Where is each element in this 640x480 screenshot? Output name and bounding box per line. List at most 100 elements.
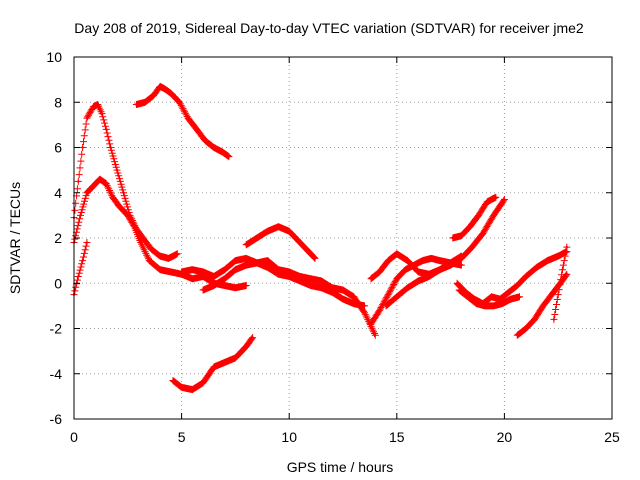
data-point: [135, 103, 138, 106]
data-point: [331, 291, 334, 294]
data-point: [117, 205, 121, 208]
series-arc-11: [382, 252, 465, 310]
data-point: [395, 295, 398, 299]
data-point: [470, 245, 474, 249]
data-point: [100, 112, 104, 115]
data-point: [460, 254, 463, 258]
data-point: [352, 302, 355, 305]
data-point: [406, 259, 409, 262]
data-point: [158, 85, 162, 88]
data-point: [223, 361, 226, 364]
data-point: [234, 268, 237, 271]
series-markers: [169, 334, 257, 394]
data-point: [438, 259, 442, 262]
x-tick-label: 25: [604, 429, 620, 445]
data-point: [234, 286, 237, 289]
y-tick-label: -6: [50, 411, 63, 427]
y-tick-label: -4: [50, 366, 63, 382]
data-point: [384, 304, 388, 308]
data-point: [524, 327, 528, 330]
data-point: [77, 275, 80, 278]
data-point: [561, 268, 564, 271]
data-point: [191, 388, 194, 391]
data-point: [201, 381, 205, 384]
data-point: [320, 286, 323, 289]
data-point: [378, 309, 381, 312]
data-point: [234, 259, 237, 262]
data-point: [313, 257, 317, 260]
y-tick-label: 2: [54, 230, 62, 246]
y-tick-label: 8: [54, 94, 62, 110]
data-point: [524, 275, 528, 278]
series-arc-12: [449, 193, 500, 242]
y-axis-label: SDTVAR / TECUs: [7, 182, 23, 294]
y-tick-label: 6: [54, 140, 62, 156]
data-point: [557, 254, 560, 258]
series-arc-4: [132, 82, 233, 161]
data-point: [501, 302, 504, 305]
data-point: [227, 155, 231, 158]
data-point: [466, 295, 470, 299]
data-point: [167, 257, 170, 260]
data-point: [139, 241, 142, 244]
data-point: [406, 286, 409, 289]
data-point: [404, 268, 407, 271]
data-point: [438, 268, 442, 271]
data-point: [158, 268, 162, 271]
data-point: [92, 184, 95, 188]
data-point: [386, 259, 390, 262]
data-point: [507, 291, 510, 294]
x-tick-label: 20: [497, 429, 513, 445]
series-arc-7: [178, 254, 379, 339]
data-point: [378, 270, 381, 274]
data-point: [148, 259, 151, 262]
data-point: [169, 92, 173, 95]
data-point: [481, 232, 485, 235]
data-point: [460, 263, 463, 267]
series-arc-1: [70, 101, 181, 262]
data-point: [195, 128, 198, 131]
series-markers: [70, 239, 91, 299]
y-tick-label: 4: [54, 185, 62, 201]
data-point: [204, 139, 207, 142]
series-arc-14: [455, 286, 523, 310]
data-point: [363, 311, 366, 314]
data-point: [458, 288, 461, 292]
series-markers: [242, 223, 319, 262]
series-arc-8: [199, 259, 368, 310]
data-point: [223, 268, 226, 271]
data-point: [150, 248, 153, 251]
data-point: [122, 191, 125, 194]
data-point: [201, 275, 205, 278]
data-point: [535, 266, 538, 269]
data-point: [518, 295, 521, 299]
data-point: [244, 263, 248, 267]
data-point: [427, 275, 431, 278]
data-point: [541, 304, 545, 308]
data-point: [244, 284, 248, 287]
series-markers: [178, 254, 379, 339]
y-tick-label: 10: [46, 49, 62, 65]
data-point: [178, 101, 181, 104]
data-point: [133, 225, 136, 228]
data-point: [557, 293, 560, 296]
data-point: [516, 334, 519, 337]
data-point: [369, 277, 373, 280]
data-point: [309, 284, 312, 287]
x-tick-label: 10: [281, 429, 297, 445]
data-point: [85, 116, 89, 120]
data-point: [386, 293, 390, 296]
data-point: [417, 279, 420, 283]
data-point: [503, 198, 506, 201]
data-point: [223, 277, 226, 280]
data-point: [483, 304, 487, 308]
data-point: [212, 275, 216, 278]
data-point: [449, 261, 452, 265]
data-point: [266, 266, 269, 269]
data-point: [298, 275, 302, 278]
data-point: [363, 304, 366, 308]
data-point: [85, 191, 89, 194]
series-markers: [70, 101, 181, 262]
data-point: [460, 234, 463, 237]
